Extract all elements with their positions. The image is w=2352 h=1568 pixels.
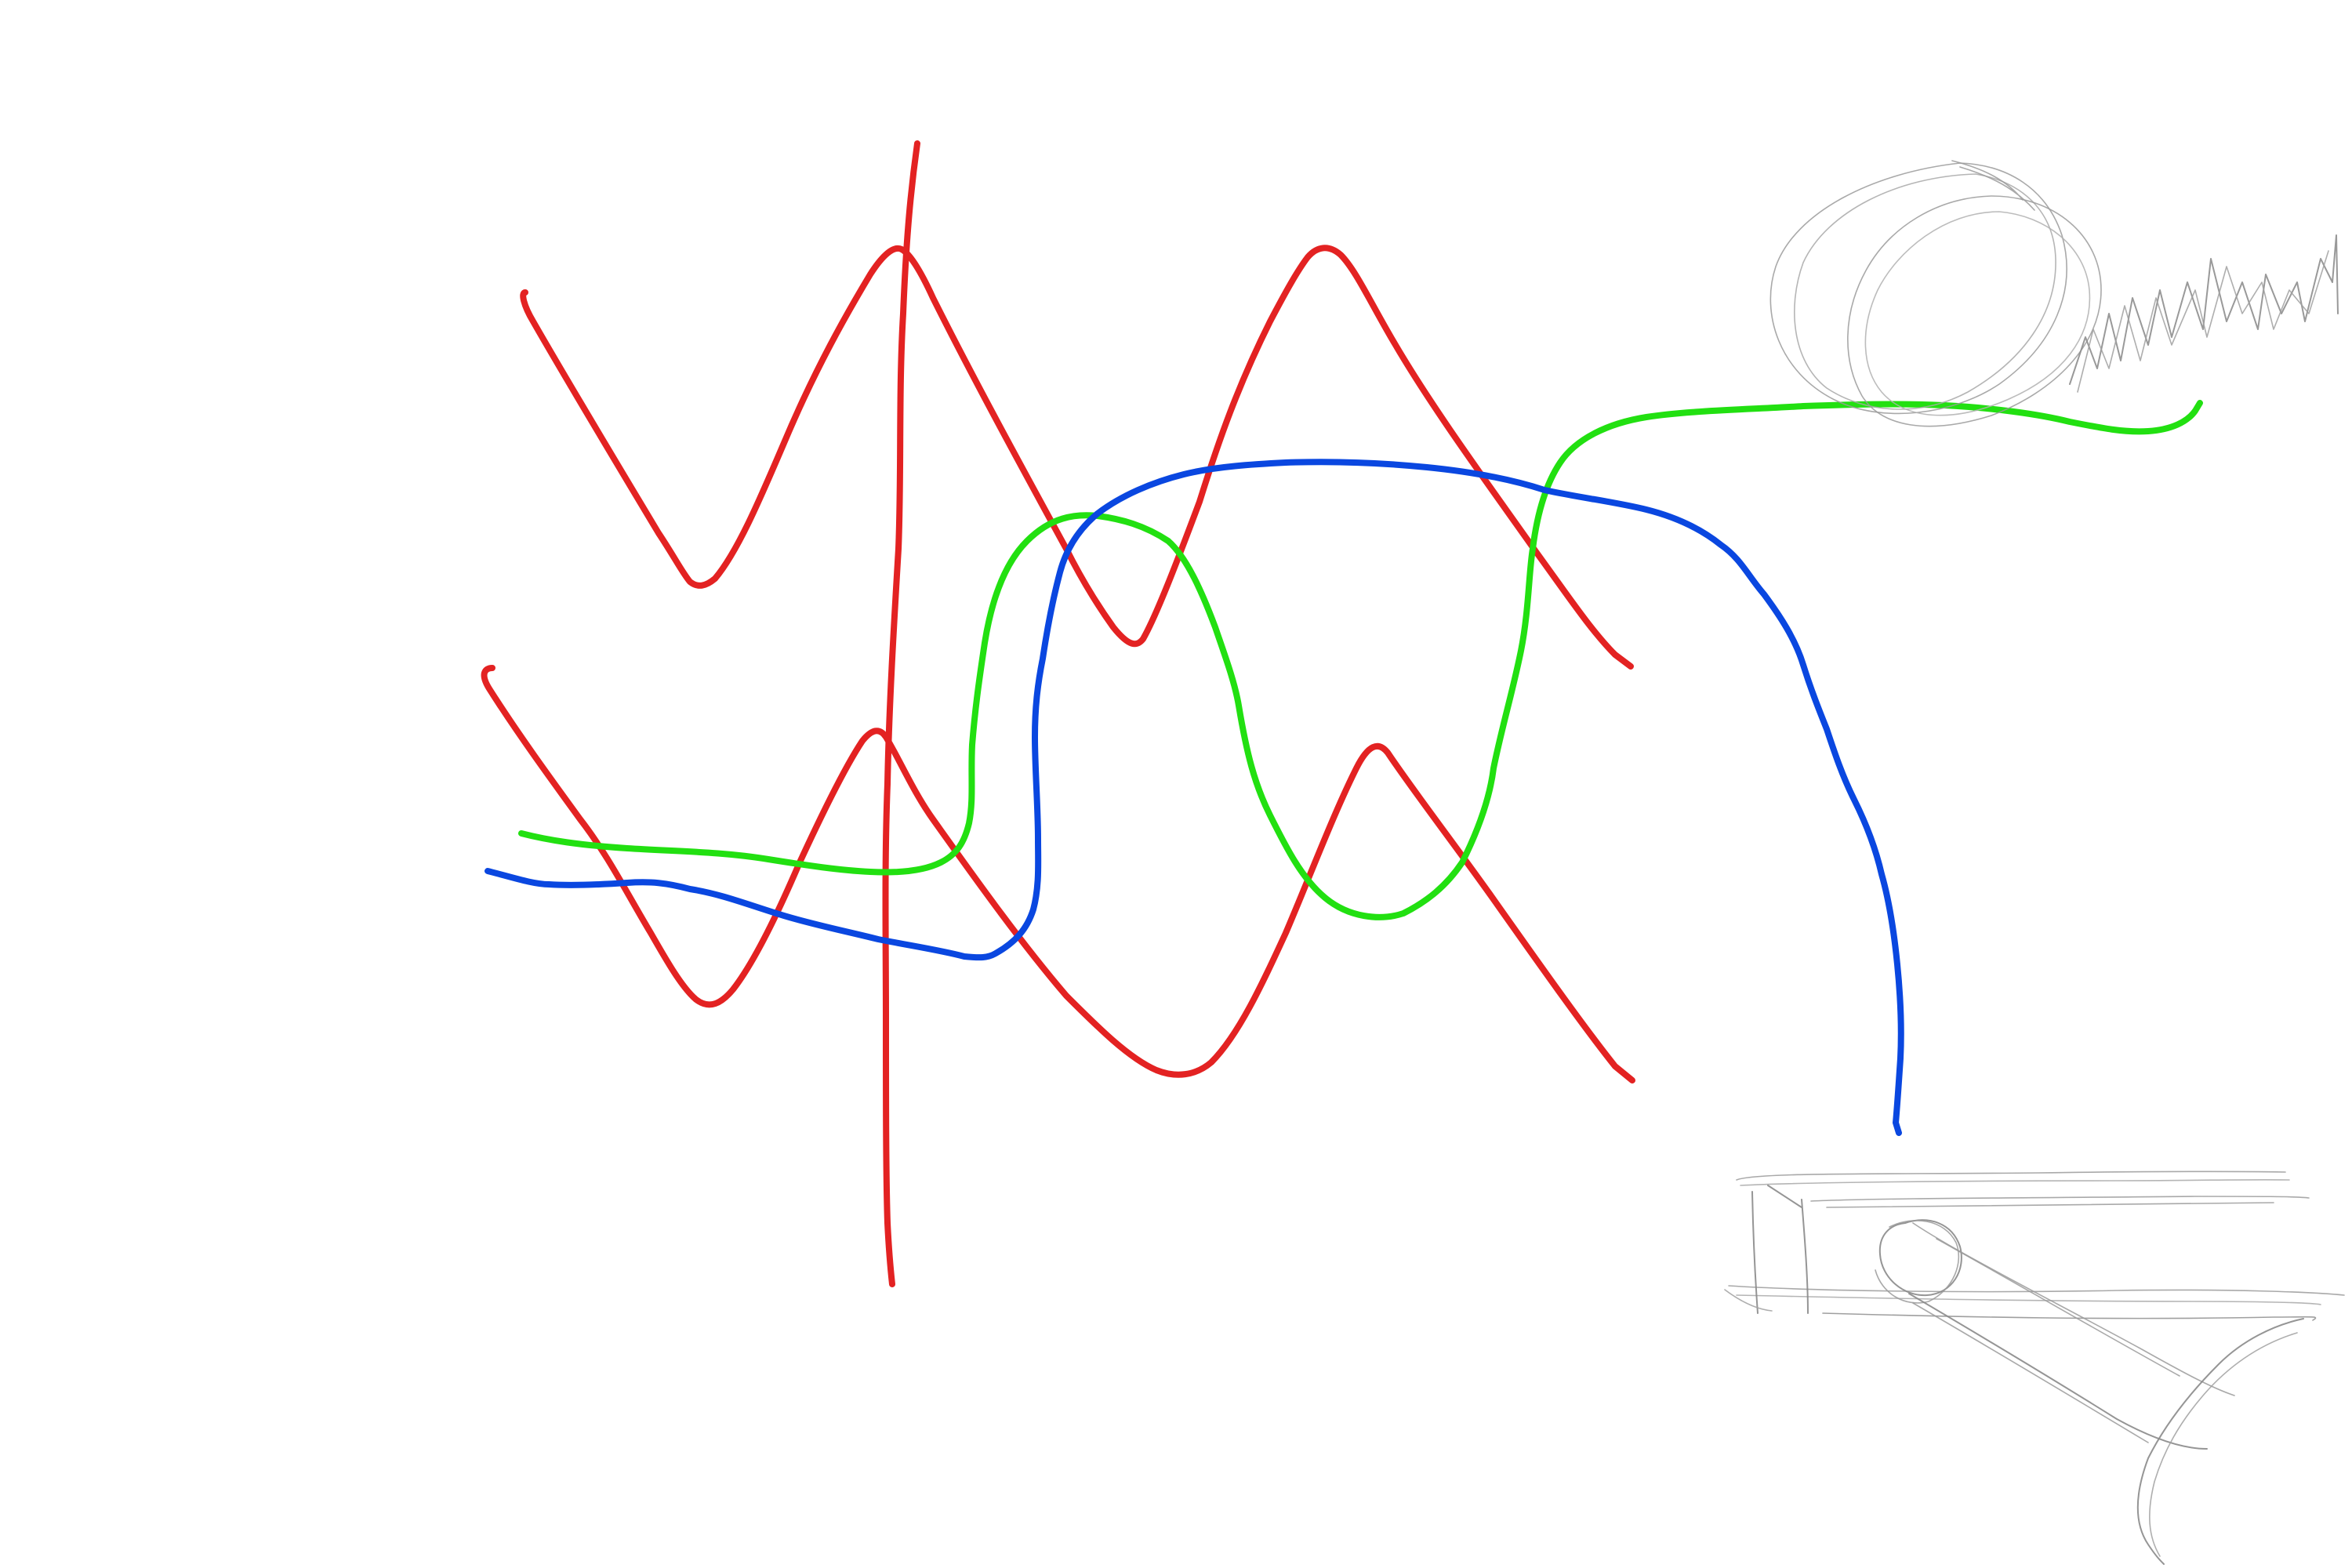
gray-machine-sketch [1724,1171,2345,1565]
blue-arc-stroke [485,459,1904,1136]
green-loop-stroke [518,400,2203,920]
red-lower-zigzag-stroke [481,665,1635,1083]
red-upper-zigzag-stroke [520,245,1634,670]
red-vertical-stroke [882,140,920,1287]
gray-scribble-sketch [1769,160,2339,427]
